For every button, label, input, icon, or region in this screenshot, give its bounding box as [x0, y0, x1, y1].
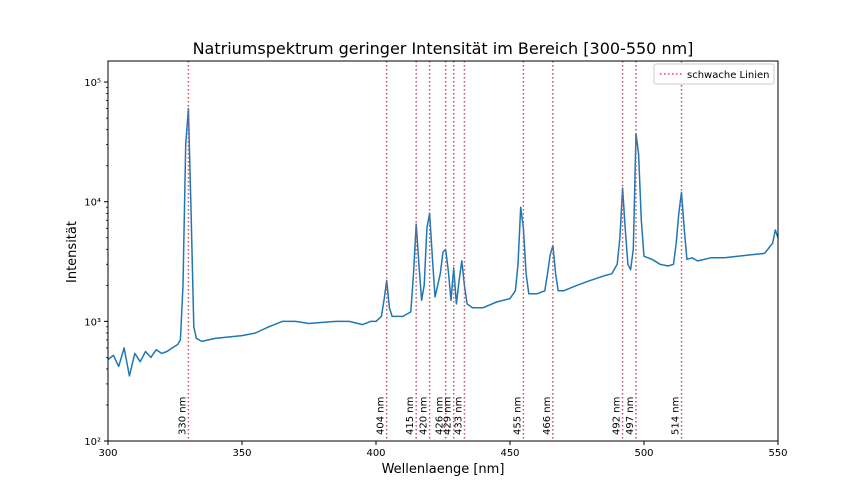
- x-tick-label: 550: [768, 448, 787, 459]
- x-tick-label: 350: [232, 448, 251, 459]
- weak-line-label: 426 nm: [435, 397, 446, 435]
- weak-line-label: 514 nm: [671, 397, 682, 435]
- x-tick-label: 500: [634, 448, 653, 459]
- chart-title: Natriumspektrum geringer Intensität im B…: [193, 39, 694, 58]
- weak-line-label: 415 nm: [405, 397, 416, 435]
- spectrum-line: [107, 107, 779, 377]
- weak-line-label: 466 nm: [542, 397, 553, 435]
- y-axis-label: Intensität: [65, 221, 80, 283]
- weak-line-label: 492 nm: [612, 397, 623, 435]
- y-tick-label: 10⁵: [84, 78, 101, 89]
- weak-line-label: 420 nm: [419, 397, 430, 435]
- legend-box: [653, 63, 775, 85]
- axes-frame: [107, 60, 779, 442]
- x-axis-label: Wellenlaenge [nm]: [382, 462, 505, 477]
- weak-line-label: 429 nm: [443, 397, 454, 435]
- weak-line-label: 330 nm: [177, 397, 188, 435]
- weak-line-label: 497 nm: [625, 397, 636, 435]
- x-tick-label: 300: [98, 448, 117, 459]
- y-tick-label: 10⁴: [84, 198, 101, 209]
- weak-line-label: 404 nm: [376, 397, 387, 435]
- legend: schwache Linien: [653, 63, 775, 85]
- legend-label: schwache Linien: [687, 70, 769, 81]
- y-tick-label: 10³: [84, 317, 101, 328]
- weak-line-label: 433 nm: [453, 397, 464, 435]
- x-tick-label: 400: [366, 448, 385, 459]
- y-tick-label: 10²: [84, 437, 101, 448]
- x-tick-label: 450: [500, 448, 519, 459]
- weak-line-label: 455 nm: [512, 397, 523, 435]
